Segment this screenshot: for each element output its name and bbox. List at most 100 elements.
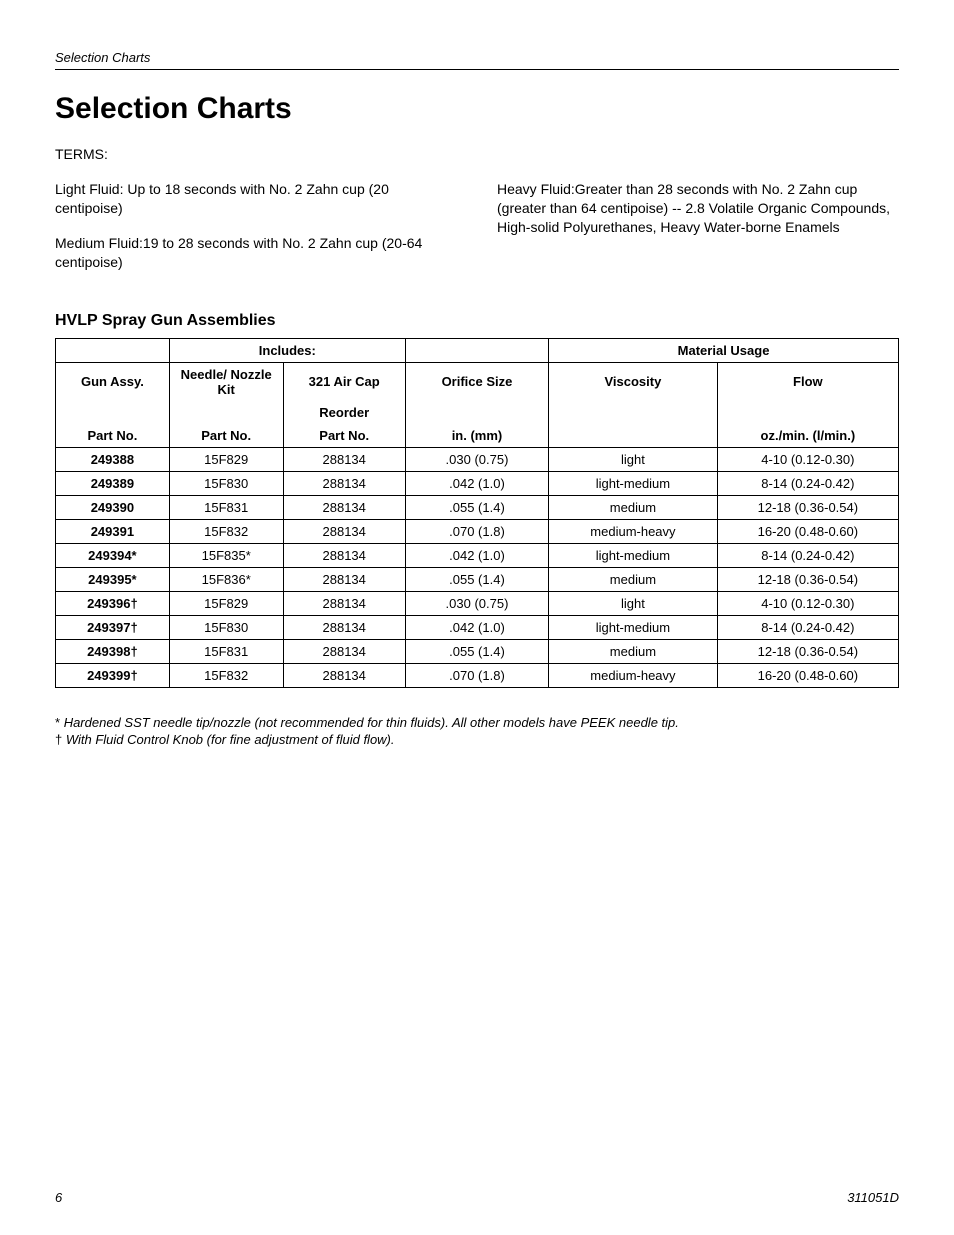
cell-cap: 288134: [283, 567, 405, 591]
cell-orifice: .055 (1.4): [405, 567, 548, 591]
footnote-star-sym: *: [55, 715, 60, 730]
terms-left-col: Light Fluid: Up to 18 seconds with No. 2…: [55, 180, 457, 288]
cell-orifice: .042 (1.0): [405, 543, 548, 567]
cell-cap: 288134: [283, 447, 405, 471]
table-row: 249396†15F829288134.030 (0.75)light4-10 …: [56, 591, 899, 615]
table-row: 24938915F830288134.042 (1.0)light-medium…: [56, 471, 899, 495]
cell-orifice: .042 (1.0): [405, 471, 548, 495]
page-footer: 6 311051D: [55, 1190, 899, 1205]
terms-light: Light Fluid: Up to 18 seconds with No. 2…: [55, 180, 457, 218]
hvlp-table: Includes: Material Usage Gun Assy. Needl…: [55, 338, 899, 688]
footnote-star: * Hardened SST needle tip/nozzle (not re…: [55, 714, 899, 732]
cell-gun: 249394*: [56, 543, 170, 567]
cell-flow: 12-18 (0.36-0.54): [717, 495, 898, 519]
page: Selection Charts Selection Charts TERMS:…: [0, 0, 954, 1235]
cell-viscosity: light: [549, 591, 718, 615]
page-title: Selection Charts: [55, 92, 899, 126]
th-part-no-1: Part No.: [56, 424, 170, 448]
cell-gun: 249396†: [56, 591, 170, 615]
table-head: Includes: Material Usage Gun Assy. Needl…: [56, 338, 899, 447]
cell-orifice: .030 (0.75): [405, 447, 548, 471]
th-flow: Flow: [717, 362, 898, 401]
th-material-usage: Material Usage: [549, 338, 899, 362]
cell-gun: 249395*: [56, 567, 170, 591]
terms-medium: Medium Fluid:19 to 28 seconds with No. 2…: [55, 234, 457, 272]
terms-label: TERMS:: [55, 146, 899, 162]
cell-gun: 249398†: [56, 639, 170, 663]
cell-gun: 249391: [56, 519, 170, 543]
cell-flow: 4-10 (0.12-0.30): [717, 447, 898, 471]
th-air-cap: 321 Air Cap: [283, 362, 405, 401]
th-in-mm: in. (mm): [405, 424, 548, 448]
cell-cap: 288134: [283, 495, 405, 519]
terms-heavy: Heavy Fluid:Greater than 28 seconds with…: [497, 180, 899, 237]
table-row: 249399†15F832288134.070 (1.8)medium-heav…: [56, 663, 899, 687]
cell-gun: 249397†: [56, 615, 170, 639]
doc-id: 311051D: [847, 1190, 899, 1205]
cell-flow: 8-14 (0.24-0.42): [717, 543, 898, 567]
terms-columns: Light Fluid: Up to 18 seconds with No. 2…: [55, 180, 899, 288]
cell-needle: 15F831: [169, 639, 283, 663]
th-needle-nozzle: Needle/ Nozzle Kit: [169, 362, 283, 401]
cell-cap: 288134: [283, 519, 405, 543]
cell-needle: 15F830: [169, 471, 283, 495]
cell-flow: 4-10 (0.12-0.30): [717, 591, 898, 615]
cell-viscosity: light: [549, 447, 718, 471]
cell-flow: 8-14 (0.24-0.42): [717, 615, 898, 639]
table-body: 24938815F829288134.030 (0.75)light4-10 (…: [56, 447, 899, 687]
cell-needle: 15F829: [169, 591, 283, 615]
cell-orifice: .070 (1.8): [405, 519, 548, 543]
cell-orifice: .042 (1.0): [405, 615, 548, 639]
cell-cap: 288134: [283, 591, 405, 615]
cell-orifice: .030 (0.75): [405, 591, 548, 615]
cell-gun: 249389: [56, 471, 170, 495]
th-part-no-2: Part No.: [169, 424, 283, 448]
cell-flow: 16-20 (0.48-0.60): [717, 663, 898, 687]
cell-viscosity: medium-heavy: [549, 663, 718, 687]
footnote-star-text: Hardened SST needle tip/nozzle (not reco…: [64, 715, 679, 730]
table-row: 24938815F829288134.030 (0.75)light4-10 (…: [56, 447, 899, 471]
footnote-dagger: † With Fluid Control Knob (for fine adju…: [55, 731, 899, 749]
cell-orifice: .070 (1.8): [405, 663, 548, 687]
cell-needle: 15F836*: [169, 567, 283, 591]
footnote-dagger-text: With Fluid Control Knob (for fine adjust…: [66, 732, 395, 747]
cell-needle: 15F832: [169, 519, 283, 543]
cell-viscosity: medium-heavy: [549, 519, 718, 543]
cell-gun: 249390: [56, 495, 170, 519]
cell-viscosity: light-medium: [549, 615, 718, 639]
table-row: 249398†15F831288134.055 (1.4)medium12-18…: [56, 639, 899, 663]
cell-viscosity: medium: [549, 567, 718, 591]
cell-viscosity: light-medium: [549, 543, 718, 567]
cell-flow: 12-18 (0.36-0.54): [717, 639, 898, 663]
footnote-dagger-sym: †: [55, 732, 62, 747]
running-head: Selection Charts: [55, 50, 899, 65]
cell-flow: 12-18 (0.36-0.54): [717, 567, 898, 591]
cell-viscosity: medium: [549, 639, 718, 663]
footnotes: * Hardened SST needle tip/nozzle (not re…: [55, 714, 899, 749]
table-row: 24939015F831288134.055 (1.4)medium12-18 …: [56, 495, 899, 519]
th-flow-units: oz./min. (l/min.): [717, 424, 898, 448]
terms-right-col: Heavy Fluid:Greater than 28 seconds with…: [497, 180, 899, 288]
cell-needle: 15F830: [169, 615, 283, 639]
th-reorder: Reorder: [283, 401, 405, 424]
cell-flow: 16-20 (0.48-0.60): [717, 519, 898, 543]
table-row: 24939115F832288134.070 (1.8)medium-heavy…: [56, 519, 899, 543]
cell-cap: 288134: [283, 615, 405, 639]
page-number: 6: [55, 1190, 62, 1205]
cell-cap: 288134: [283, 639, 405, 663]
th-viscosity: Viscosity: [549, 362, 718, 401]
cell-flow: 8-14 (0.24-0.42): [717, 471, 898, 495]
th-part-no-3: Part No.: [283, 424, 405, 448]
th-orifice: Orifice Size: [405, 362, 548, 401]
cell-viscosity: medium: [549, 495, 718, 519]
cell-viscosity: light-medium: [549, 471, 718, 495]
cell-needle: 15F831: [169, 495, 283, 519]
cell-gun: 249399†: [56, 663, 170, 687]
table-heading: HVLP Spray Gun Assemblies: [55, 312, 899, 330]
cell-cap: 288134: [283, 663, 405, 687]
cell-gun: 249388: [56, 447, 170, 471]
cell-orifice: .055 (1.4): [405, 495, 548, 519]
cell-cap: 288134: [283, 471, 405, 495]
th-gun-assy: Gun Assy.: [56, 362, 170, 401]
table-row: 249394*15F835*288134.042 (1.0)light-medi…: [56, 543, 899, 567]
